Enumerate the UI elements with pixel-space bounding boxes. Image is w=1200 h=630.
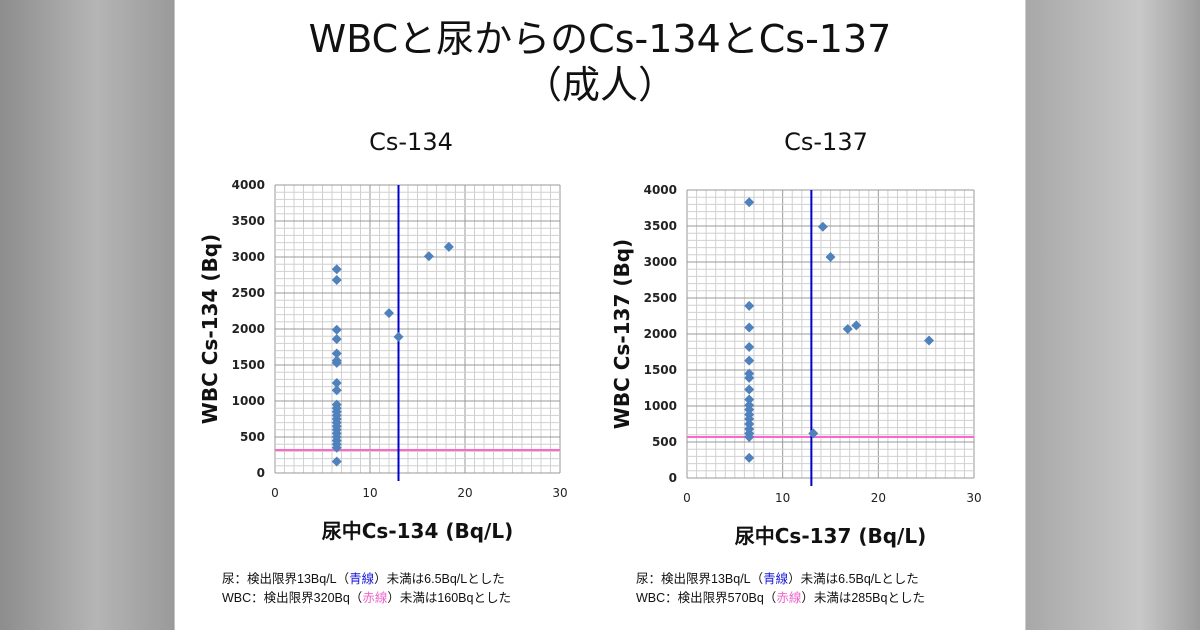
x-axis-label: 尿中Cs-134 (Bq/L): [322, 519, 513, 543]
slide-title: WBCと尿からのCs-134とCs-137: [308, 17, 892, 61]
x-tick-label: 0: [271, 486, 279, 500]
slide-subtitle: （成人）: [523, 63, 676, 107]
x-tick-label: 0: [683, 491, 691, 505]
data-point: [744, 431, 755, 442]
data-point: [808, 428, 819, 439]
data-point: [744, 419, 755, 429]
data-point: [744, 452, 755, 463]
y-tick-label: 0: [257, 466, 265, 480]
y-axis-label: WBC Cs-137 (Bq): [610, 239, 634, 429]
data-point: [331, 348, 342, 359]
data-point: [744, 384, 755, 395]
data-point: [393, 331, 404, 342]
y-tick-label: 0: [669, 471, 677, 485]
data-point: [851, 320, 862, 331]
y-tick-label: 3500: [644, 219, 677, 233]
data-point: [331, 456, 342, 467]
data-point: [744, 404, 755, 415]
x-tick-label: 20: [457, 486, 472, 500]
data-point: [825, 251, 836, 262]
y-tick-label: 1500: [644, 363, 677, 377]
data-point: [744, 300, 755, 311]
data-point: [331, 378, 342, 388]
data-point: [331, 275, 342, 286]
data-point: [331, 264, 342, 275]
y-tick-label: 2500: [232, 286, 265, 300]
data-point: [331, 385, 342, 396]
y-tick-label: 4000: [232, 178, 265, 192]
data-point: [331, 357, 342, 368]
data-point: [817, 221, 828, 232]
y-tick-label: 500: [240, 430, 265, 444]
data-point: [924, 335, 935, 346]
x-tick-label: 30: [966, 491, 981, 505]
y-tick-label: 3500: [232, 214, 265, 228]
data-point: [744, 372, 755, 383]
y-axis-label: WBC Cs-134 (Bq): [198, 234, 222, 424]
x-tick-label: 30: [552, 486, 567, 500]
x-axis-label: 尿中Cs-137 (Bq/L): [735, 524, 926, 548]
data-point: [744, 355, 755, 366]
y-tick-label: 2000: [644, 327, 677, 341]
data-point: [443, 241, 454, 252]
data-point: [744, 341, 755, 352]
y-tick-label: 1500: [232, 358, 265, 372]
data-point: [744, 394, 755, 405]
data-point: [744, 322, 755, 333]
data-point: [331, 334, 342, 345]
y-tick-label: 2000: [232, 322, 265, 336]
y-tick-label: 2500: [644, 291, 677, 305]
x-tick-label: 10: [362, 486, 377, 500]
data-point: [331, 442, 342, 453]
x-tick-label: 20: [871, 491, 886, 505]
data-point: [331, 324, 342, 335]
data-point: [744, 413, 755, 424]
data-point: [423, 251, 434, 262]
y-tick-label: 3000: [232, 250, 265, 264]
chart-cs-137: Cs-137 0 10 20 30 0 500 1000 1500 2000 2500 3000 350…: [610, 128, 982, 548]
data-point: [842, 323, 853, 334]
note-right: 尿：検出限界13Bq/L（青線）未満は6.5Bq/Lとした WBC：検出限界57…: [636, 572, 925, 605]
chart-title: Cs-137: [784, 128, 868, 156]
note-left: 尿：検出限界13Bq/L（青線）未満は6.5Bq/Lとした WBC：検出限界32…: [222, 572, 511, 605]
chart-cs-134: Cs-134 0 10 20 30 0 500 1000 1500 2000 2500 3000 350…: [198, 128, 568, 543]
data-point: [744, 197, 755, 208]
y-tick-label: 1000: [644, 399, 677, 413]
y-tick-label: 1000: [232, 394, 265, 408]
y-tick-label: 500: [652, 435, 677, 449]
y-tick-label: 4000: [644, 183, 677, 197]
chart-title: Cs-134: [369, 128, 453, 156]
data-point: [384, 308, 394, 319]
y-tick-label: 3000: [644, 255, 677, 269]
x-tick-label: 10: [775, 491, 790, 505]
